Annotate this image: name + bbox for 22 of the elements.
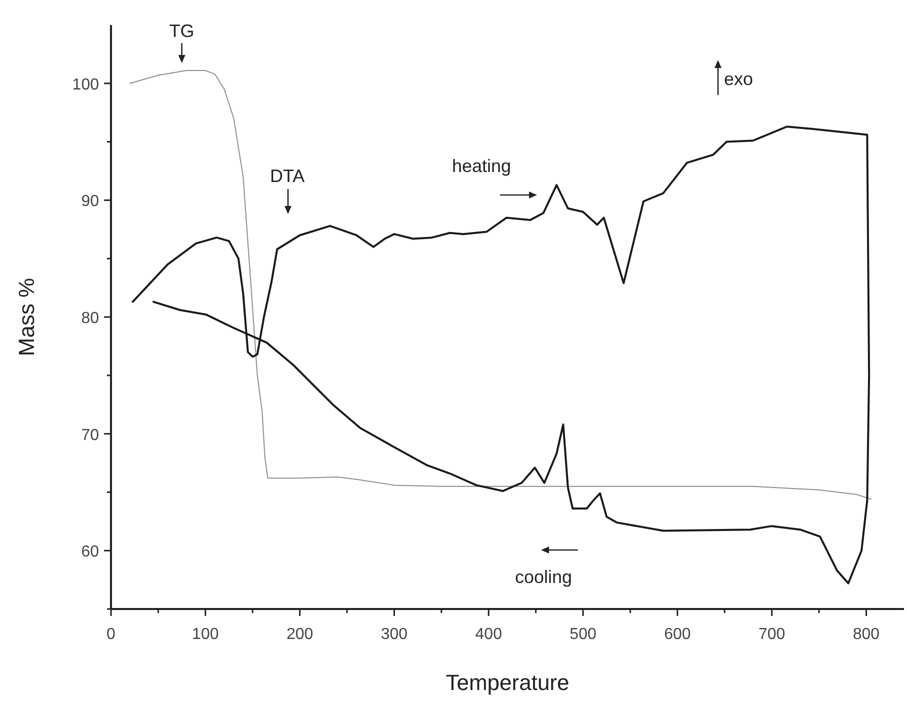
y-tick-label: 80 [81, 310, 100, 327]
x-axis-title: Temperature [446, 670, 570, 695]
x-tick-label: 100 [192, 626, 219, 643]
x-tick-label: 600 [664, 626, 691, 643]
y-tick-label: 70 [81, 426, 100, 444]
annotation: DTA [270, 166, 305, 186]
line-series [129, 70, 872, 500]
y-tick-label: 100 [72, 76, 100, 94]
y-tick-label: 60 [81, 544, 100, 561]
annotation: heating [452, 156, 512, 176]
annotation: cooling [515, 567, 572, 587]
x-tick-label: 300 [380, 626, 408, 643]
x-tick-label: 0 [106, 626, 116, 643]
x-tick-label: 400 [475, 626, 502, 643]
y-tick-label: 90 [81, 193, 100, 210]
x-tick-label: 200 [286, 626, 314, 643]
x-tick-label: 800 [852, 626, 880, 643]
x-tick-label: 700 [758, 626, 786, 643]
annotation: TG [169, 21, 194, 42]
x-tick-label: 500 [570, 626, 596, 643]
y-axis-title: Mass % [14, 278, 39, 356]
annotation: exo [724, 69, 754, 89]
